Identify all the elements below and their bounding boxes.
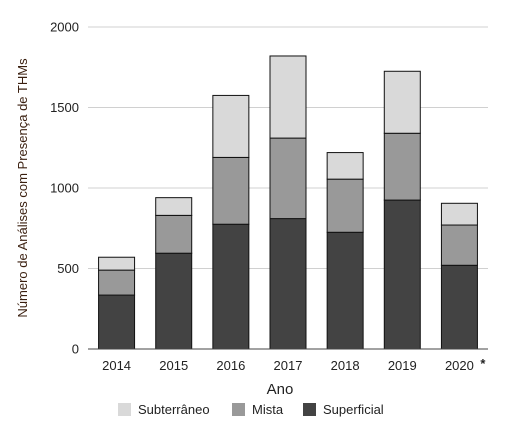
y-axis-ticks: 0 500 1000 1500 2000 — [50, 20, 79, 357]
legend-label: Mista — [252, 402, 284, 417]
bar-superficial-2018 — [326, 231, 364, 350]
bar-mista-2015 — [155, 214, 193, 254]
y-tick-label: 1000 — [50, 181, 79, 196]
x-tick-label: 2015 — [159, 358, 188, 373]
bar-subterr-neo-2019 — [383, 70, 421, 134]
bars — [98, 55, 478, 350]
y-tick-label: 1500 — [50, 100, 79, 115]
bar-superficial-2020 — [440, 264, 478, 350]
bar-superficial-2015 — [155, 252, 193, 350]
y-tick-label: 2000 — [50, 20, 79, 35]
x-tick-label: 2014 — [102, 358, 131, 373]
x-tick-label: 2018 — [331, 358, 360, 373]
bar-subterr-neo-2014 — [98, 256, 136, 271]
bar-subterr-neo-2018 — [326, 152, 364, 180]
bar-mista-2019 — [383, 132, 421, 201]
bar-superficial-2016 — [212, 223, 250, 350]
x-tick-label: 2020 — [445, 358, 474, 373]
legend-swatch-superficial — [303, 403, 316, 416]
bar-mista-2020 — [440, 224, 478, 266]
legend-label: Superficial — [323, 402, 384, 417]
bar-subterr-neo-2020 — [440, 202, 478, 226]
legend-swatch-subterr-neo — [118, 403, 131, 416]
bar-superficial-2014 — [98, 294, 136, 350]
x-tick-label: 2016 — [216, 358, 245, 373]
x-tick-footnote-marker: * — [480, 356, 486, 371]
x-tick-label: 2017 — [274, 358, 303, 373]
bar-mista-2018 — [326, 178, 364, 233]
x-tick-label: 2019 — [388, 358, 417, 373]
y-tick-label: 0 — [72, 342, 79, 357]
bar-subterr-neo-2015 — [155, 197, 193, 216]
bar-mista-2016 — [212, 156, 250, 225]
y-tick-label: 500 — [57, 261, 79, 276]
bar-superficial-2019 — [383, 199, 421, 350]
legend-label: Subterrâneo — [138, 402, 210, 417]
bar-mista-2014 — [98, 269, 136, 296]
legend: Subterrâneo Mista Superficial — [118, 402, 384, 417]
bar-subterr-neo-2017 — [269, 55, 307, 139]
bar-superficial-2017 — [269, 218, 307, 350]
x-axis-ticks: 2014 2015 2016 2017 2018 2019 2020 * — [102, 356, 486, 373]
bar-mista-2017 — [269, 137, 307, 220]
legend-swatch-mista — [232, 403, 245, 416]
x-axis-title: Ano — [267, 381, 294, 398]
y-axis-title: Número de Análises com Presença de THMs — [15, 58, 30, 318]
bar-subterr-neo-2016 — [212, 94, 250, 158]
